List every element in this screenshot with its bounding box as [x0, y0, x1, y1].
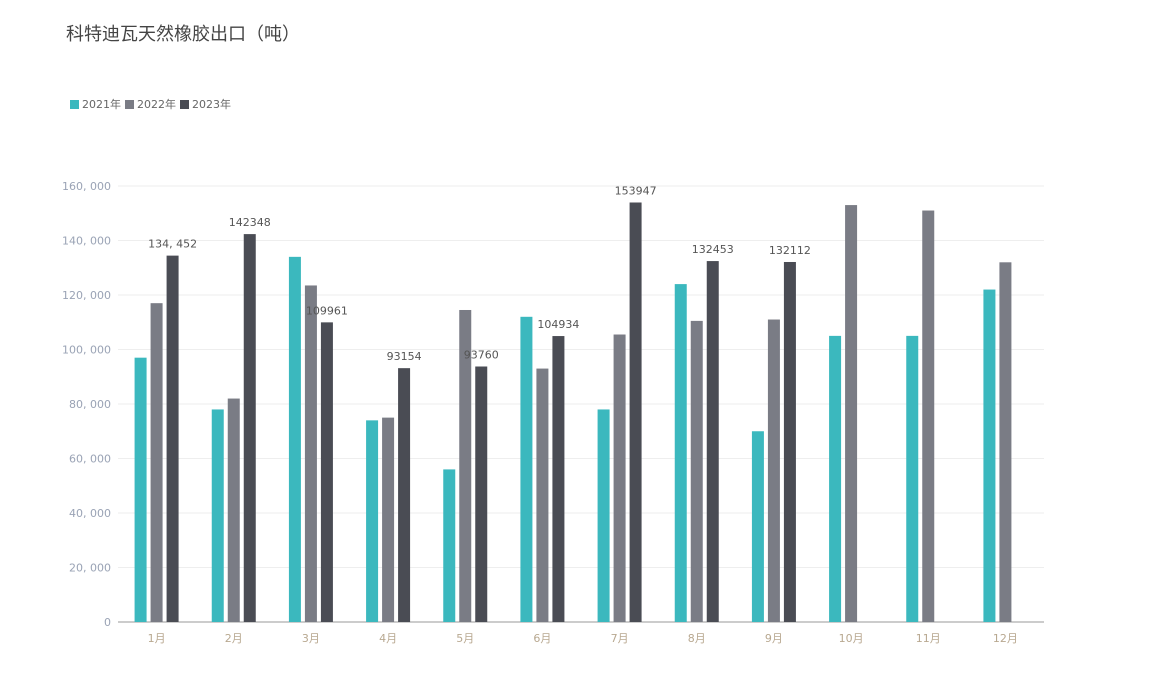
- data-label: 109961: [306, 304, 348, 317]
- bar-2021年: [906, 335, 919, 622]
- data-label: 93760: [464, 349, 499, 362]
- legend-label: 2021年: [82, 98, 121, 111]
- legend-swatch: [180, 99, 189, 109]
- bar-2023年: [552, 336, 565, 622]
- y-tick-label: 80, 000: [69, 398, 111, 411]
- legend-item-2022[interactable]: 2022年: [125, 96, 176, 112]
- bar-2021年: [443, 469, 456, 622]
- bar-2021年: [983, 289, 996, 622]
- x-tick-label: 12月: [993, 632, 1018, 645]
- y-tick-label: 40, 000: [69, 507, 111, 520]
- x-tick-label: 1月: [148, 632, 166, 645]
- data-label: 153947: [615, 184, 657, 197]
- bar-2023年: [475, 366, 488, 622]
- bar-2023年: [320, 322, 333, 622]
- x-tick-label: 10月: [839, 632, 864, 645]
- bar-2022年: [304, 285, 317, 622]
- legend-swatch: [125, 99, 134, 109]
- bar-2021年: [288, 256, 301, 622]
- x-tick-label: 8月: [688, 632, 706, 645]
- bar-2023年: [783, 261, 796, 622]
- y-tick-label: 20, 000: [69, 562, 111, 575]
- data-label: 93154: [387, 350, 422, 363]
- bar-2021年: [134, 357, 147, 622]
- bar-2022年: [227, 398, 240, 622]
- y-tick-label: 120, 000: [62, 289, 111, 302]
- bar-2022年: [690, 320, 703, 622]
- bar-2022年: [382, 417, 395, 622]
- data-label: 132112: [769, 244, 811, 257]
- x-tick-label: 2月: [225, 632, 243, 645]
- legend-label: 2022年: [137, 98, 176, 111]
- x-tick-label: 3月: [302, 632, 320, 645]
- bar-2021年: [597, 409, 610, 622]
- bar-2021年: [211, 409, 224, 622]
- legend-swatch: [70, 99, 79, 109]
- bar-2021年: [751, 431, 764, 622]
- bar-2021年: [366, 420, 379, 622]
- legend-item-2021[interactable]: 2021年: [70, 96, 121, 112]
- bar-2023年: [629, 202, 642, 622]
- x-tick-label: 9月: [765, 632, 783, 645]
- y-tick-label: 160, 000: [62, 180, 111, 193]
- bar-2022年: [999, 262, 1012, 622]
- bar-2021年: [674, 284, 687, 622]
- data-label: 134, 452: [148, 238, 197, 251]
- legend-label: 2023年: [192, 98, 231, 111]
- bar-2023年: [706, 261, 719, 622]
- bar-2023年: [398, 368, 411, 622]
- y-tick-label: 100, 000: [62, 344, 111, 357]
- bar-2022年: [459, 309, 472, 622]
- bar-2022年: [536, 368, 549, 622]
- bar-2021年: [520, 316, 533, 622]
- data-label: 104934: [537, 318, 579, 331]
- y-tick-label: 60, 000: [69, 453, 111, 466]
- bar-2021年: [829, 335, 842, 622]
- bar-2022年: [613, 334, 626, 622]
- x-tick-label: 6月: [533, 632, 551, 645]
- y-tick-label: 140, 000: [62, 235, 111, 248]
- data-label: 142348: [229, 216, 271, 229]
- bar-2022年: [845, 205, 858, 622]
- x-tick-label: 7月: [611, 632, 629, 645]
- bar-2022年: [767, 319, 780, 622]
- legend: 2021年 2022年 2023年: [70, 96, 231, 112]
- x-tick-label: 4月: [379, 632, 397, 645]
- bar-2022年: [922, 210, 935, 622]
- bar-2023年: [166, 255, 179, 623]
- bar-2023年: [243, 234, 256, 623]
- data-label: 132453: [692, 243, 734, 256]
- bar-2022年: [150, 303, 163, 622]
- y-tick-label: 0: [104, 616, 111, 629]
- chart-title: 科特迪瓦天然橡胶出口（吨）: [66, 24, 300, 45]
- x-tick-label: 5月: [456, 632, 474, 645]
- x-tick-label: 11月: [916, 632, 941, 645]
- legend-item-2023[interactable]: 2023年: [180, 96, 231, 112]
